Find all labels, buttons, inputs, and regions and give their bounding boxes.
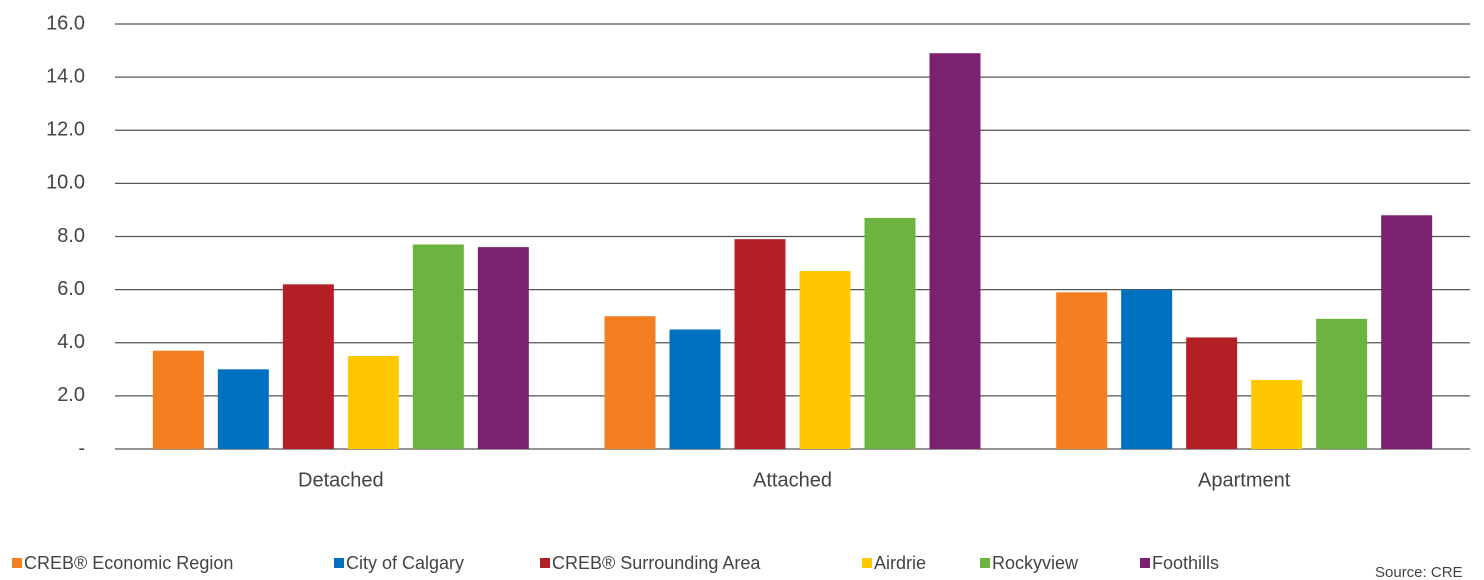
y-tick-label: 12.0 xyxy=(46,119,85,141)
bar xyxy=(864,217,916,449)
bar xyxy=(1186,337,1238,449)
legend-label: City of Calgary xyxy=(346,553,464,573)
bar xyxy=(1056,292,1108,449)
bar xyxy=(929,53,981,449)
bar xyxy=(217,369,269,449)
legend-label: Foothills xyxy=(1152,553,1219,573)
bar xyxy=(1381,215,1433,449)
y-tick-label: 14.0 xyxy=(46,65,85,87)
y-tick-label: 16.0 xyxy=(46,12,85,34)
legend-swatch xyxy=(1140,558,1150,568)
bar xyxy=(1121,289,1173,449)
legend-label: Airdrie xyxy=(874,553,926,573)
x-tick-label: Apartment xyxy=(1198,469,1291,491)
bar xyxy=(799,271,851,449)
bar xyxy=(1251,379,1303,449)
legend-swatch xyxy=(862,558,872,568)
y-tick-label: 2.0 xyxy=(57,384,85,406)
bar xyxy=(347,356,399,449)
bar xyxy=(734,239,786,449)
y-tick-label: 6.0 xyxy=(57,278,85,300)
bar xyxy=(282,284,334,449)
bar xyxy=(669,329,721,449)
legend-swatch xyxy=(334,558,344,568)
source-note: Source: CRE xyxy=(1375,564,1463,580)
legend-swatch xyxy=(540,558,550,568)
bar xyxy=(604,316,656,449)
y-tick-label: 8.0 xyxy=(57,225,85,247)
bar xyxy=(477,247,529,449)
bar xyxy=(1316,318,1368,449)
legend-label: CREB® Economic Region xyxy=(24,553,233,573)
legend-swatch xyxy=(12,558,22,568)
bar xyxy=(152,350,204,449)
y-tick-label: 4.0 xyxy=(57,331,85,353)
legend-label: CREB® Surrounding Area xyxy=(552,553,761,573)
y-tick-label: 10.0 xyxy=(46,172,85,194)
x-tick-label: Detached xyxy=(298,469,384,491)
bar xyxy=(412,244,464,449)
legend-swatch xyxy=(980,558,990,568)
y-tick-label: - xyxy=(78,437,85,459)
x-tick-label: Attached xyxy=(753,469,832,491)
legend-label: Rockyview xyxy=(992,553,1079,573)
